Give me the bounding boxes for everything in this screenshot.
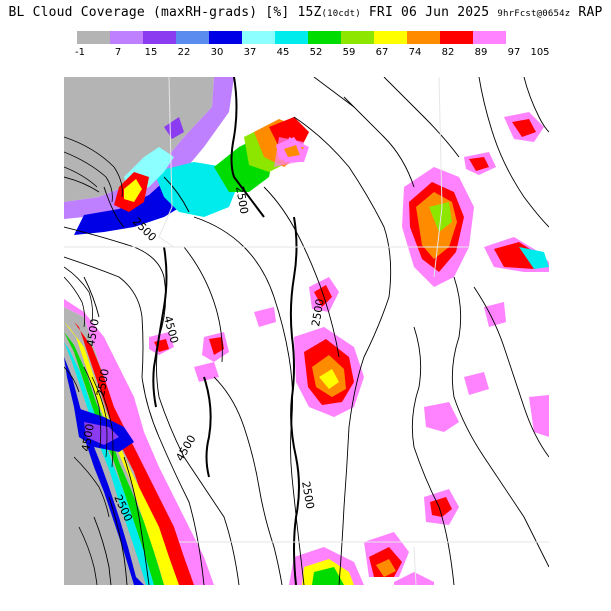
colorbar-tick-label: 52 <box>309 47 323 58</box>
contour-label: 2500 <box>233 185 251 215</box>
colorbar-swatch <box>176 31 209 44</box>
title-forecast: 9hrFcst@0654z <box>497 9 571 19</box>
colorbar-tick-label: -1 <box>75 47 85 58</box>
colorbar-swatch <box>308 31 341 44</box>
colorbar-tick-label: 59 <box>342 47 356 58</box>
colorbar-swatch <box>341 31 374 44</box>
contour-label: 2500 <box>299 480 317 510</box>
title-date: FRI 06 Jun 2025 <box>368 5 490 20</box>
colorbar-tick-label: 15 <box>144 47 158 58</box>
title-local-time: (10cdt) <box>321 9 361 19</box>
colorbar-swatch <box>209 31 242 44</box>
contour-label: 2500 <box>309 298 327 328</box>
terrain-mask-north <box>64 77 214 202</box>
colorbar-tick-label: 105 <box>530 47 550 58</box>
colorbar-tick-label: 67 <box>375 47 389 58</box>
colorbar-swatch <box>275 31 308 44</box>
colorbar-ticks: -1 7 15 22 30 37 45 52 59 67 74 82 89 97 105 <box>60 47 560 61</box>
colorbar-tick-label: 97 <box>507 47 521 58</box>
colorbar <box>77 31 506 44</box>
title-model: RAP <box>578 5 603 20</box>
contour-label: 4500 <box>173 433 198 464</box>
map-svg: 2500 2500 4500 4500 2500 2500 4500 2500 … <box>64 77 549 585</box>
colorbar-tick-label: 37 <box>243 47 257 58</box>
colorbar-tick-label: 74 <box>408 47 422 58</box>
chart-title: BL Cloud Coverage (maxRH-grads) [%] 15Z(… <box>0 5 611 20</box>
colorbar-tick-label: 30 <box>210 47 224 58</box>
colorbar-swatch <box>242 31 275 44</box>
colorbar-swatch <box>143 31 176 44</box>
colorbar-swatch <box>473 31 506 44</box>
colorbar-swatch <box>440 31 473 44</box>
colorbar-tick-label: 82 <box>441 47 455 58</box>
map-panel: 2500 2500 4500 4500 2500 2500 4500 2500 … <box>64 77 549 585</box>
contour-label: 4500 <box>79 423 97 453</box>
colorbar-swatch <box>374 31 407 44</box>
colorbar-swatch <box>407 31 440 44</box>
colorbar-tick-label: 45 <box>276 47 290 58</box>
colorbar-tick-label: 22 <box>177 47 191 58</box>
colorbar-swatch <box>77 31 110 44</box>
contour-label: 4500 <box>84 318 102 348</box>
colorbar-tick-label: 7 <box>114 47 122 58</box>
colorbar-tick-label: 89 <box>474 47 488 58</box>
colorbar-swatch <box>110 31 143 44</box>
contour-label: 2500 <box>94 368 112 398</box>
title-main: BL Cloud Coverage (maxRH-grads) [%] 15Z <box>8 5 322 20</box>
